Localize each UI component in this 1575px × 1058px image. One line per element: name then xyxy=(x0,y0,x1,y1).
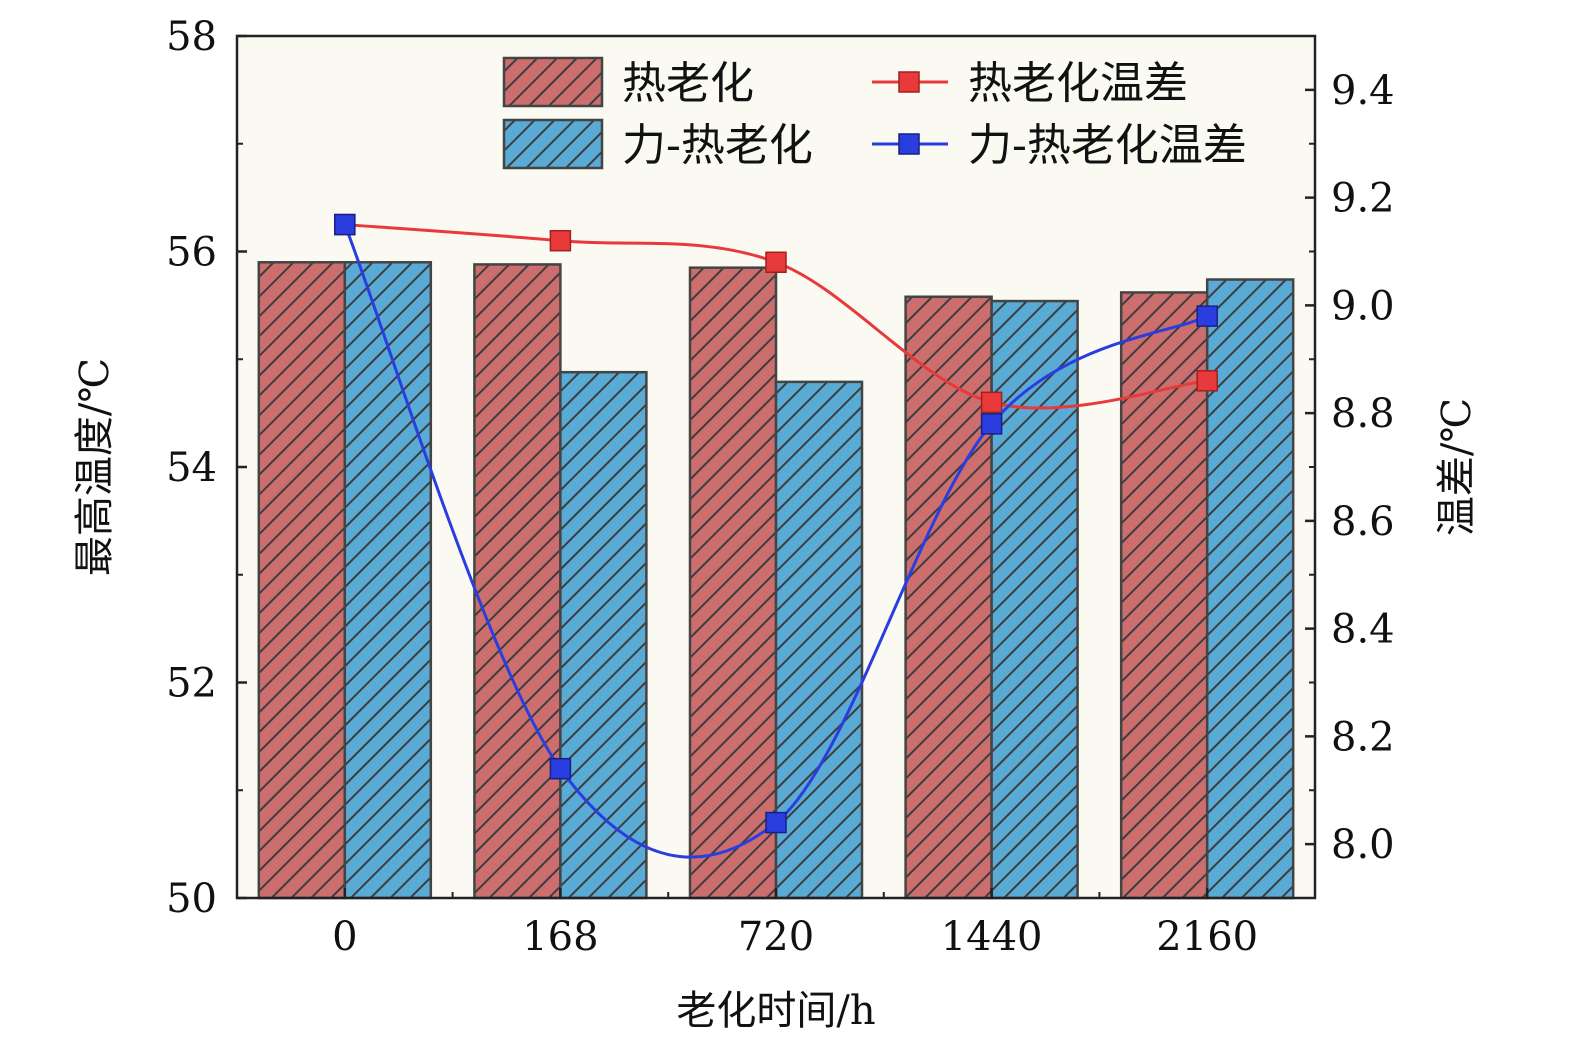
x-tick-label-720: 720 xyxy=(738,914,814,960)
y2-tick-label-8.2: 8.2 xyxy=(1331,714,1395,760)
marker-force-heat-aging-diff-1440 xyxy=(980,413,1003,435)
y2-tick-label-8.6: 8.6 xyxy=(1331,499,1395,545)
legend-label-force-heat-aging: 力-热老化 xyxy=(622,120,813,171)
y2-axis-title: 温差/℃ xyxy=(1434,398,1480,536)
y2-tick-label-9.4: 9.4 xyxy=(1331,68,1395,114)
x-tick-label-168: 168 xyxy=(522,914,598,960)
legend-swatch-force-heat-aging xyxy=(502,118,604,170)
marker-force-heat-aging-diff-2160 xyxy=(1196,305,1218,327)
plot-frame xyxy=(235,34,1317,900)
legend-label-force-heat-aging-diff: 力-热老化温差 xyxy=(968,120,1247,171)
bar-heat-aging-1440 xyxy=(904,295,993,900)
x-tick-label-0: 0 xyxy=(332,914,357,960)
legend-swatch-heat-aging xyxy=(502,56,604,108)
y2-tick-label-8.8: 8.8 xyxy=(1331,391,1395,437)
marker-heat-aging-diff-1440 xyxy=(980,391,1003,414)
legend-label-heat-aging: 热老化 xyxy=(622,58,754,109)
y2-tick-label-9.2: 9.2 xyxy=(1331,176,1395,222)
bar-heat-aging-720 xyxy=(688,266,778,900)
bar-heat-aging-2160 xyxy=(1119,291,1209,900)
bar-heat-aging-0 xyxy=(257,261,347,900)
axes-layer: 50 52 54 56 58 8.0 8.2 8.4 8.6 8.8 9.0 9.2 9.4 0 168 72… xyxy=(166,14,1395,960)
marker-heat-aging-diff-720 xyxy=(765,251,787,274)
bar-force-heat-aging-0 xyxy=(343,261,433,900)
y-tick-label-50: 50 xyxy=(166,876,217,922)
marker-force-heat-aging-diff-168 xyxy=(549,757,572,780)
y-tick-label-54: 54 xyxy=(166,445,217,491)
bar-force-heat-aging-168 xyxy=(559,370,648,900)
y-tick-label-56: 56 xyxy=(166,230,217,276)
x-axis-title: 老化时间/h xyxy=(676,988,875,1034)
legend-label-heat-aging-diff: 热老化温差 xyxy=(968,58,1188,109)
bars-layer xyxy=(257,261,1295,900)
bar-force-heat-aging-720 xyxy=(774,380,864,900)
lines-layer xyxy=(334,213,1218,859)
y-tick-label-58: 58 xyxy=(166,14,217,60)
bar-force-heat-aging-2160 xyxy=(1205,278,1295,900)
marker-force-heat-aging-diff-720 xyxy=(765,811,787,834)
marker-force-heat-aging-diff-0 xyxy=(334,213,356,236)
legend-marker-heat-aging-diff xyxy=(898,71,920,93)
y2-tick-label-8.0: 8.0 xyxy=(1331,822,1395,868)
x-tick-label-1440: 1440 xyxy=(941,914,1043,960)
marker-heat-aging-diff-168 xyxy=(549,229,572,252)
legend-marker-force-heat-aging-diff xyxy=(898,133,920,155)
legend: 热老化 力-热老化 热老化温差 力-热老化温差 xyxy=(502,56,1247,171)
y-axis-title: 最高温度/℃ xyxy=(72,358,118,576)
bar-heat-aging-168 xyxy=(473,263,562,900)
x-tick-label-2160: 2160 xyxy=(1156,914,1258,960)
y2-tick-label-9.0: 9.0 xyxy=(1331,283,1395,329)
marker-heat-aging-diff-2160 xyxy=(1196,370,1218,392)
bar-force-heat-aging-1440 xyxy=(990,299,1079,900)
y2-tick-label-8.4: 8.4 xyxy=(1331,607,1395,653)
y-tick-label-52: 52 xyxy=(166,661,217,707)
